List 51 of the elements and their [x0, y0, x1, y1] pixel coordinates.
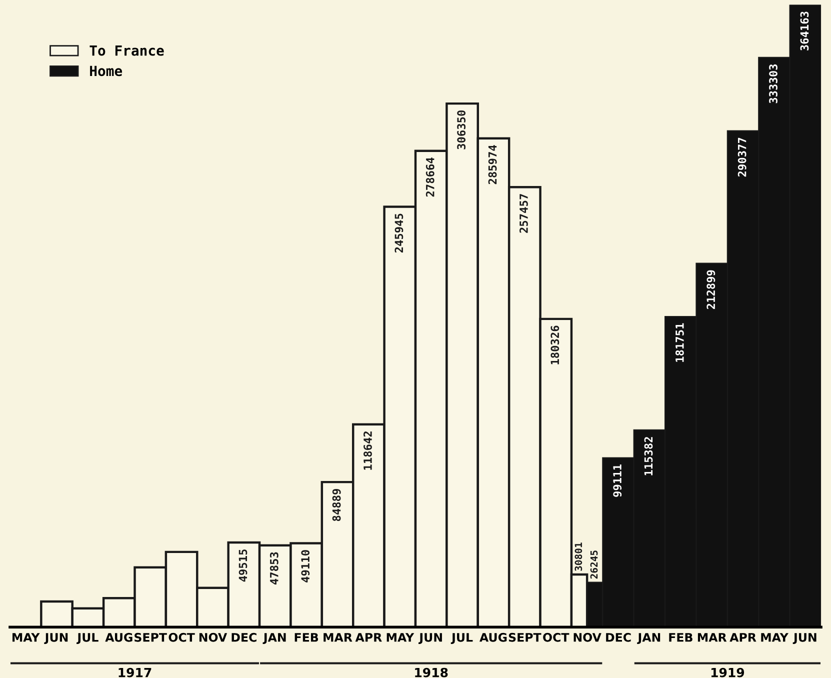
data-label: 181751 [675, 323, 684, 362]
x-tick-label: NOV [574, 632, 602, 642]
x-tick-label: FEB [294, 633, 318, 642]
data-label: 306350 [457, 110, 466, 150]
x-tick-label: AUG [480, 632, 507, 642]
data-label: 245945 [394, 214, 404, 253]
x-tick-label: MAY [12, 633, 40, 642]
data-label: 285974 [488, 145, 497, 184]
x-tick-label: JAN [637, 633, 660, 644]
data-label: 364163 [800, 12, 809, 50]
legend-label: Home [90, 66, 122, 76]
data-label: 49515 [238, 550, 248, 582]
data-label: 84889 [332, 488, 341, 522]
data-label: 180326 [550, 326, 560, 364]
x-tick-label: MAR [324, 633, 352, 642]
x-tick-label: JUL [450, 633, 473, 644]
x-tick-label: JUN [44, 633, 68, 644]
data-label: 212899 [706, 270, 716, 310]
x-tick-label: DEC [606, 632, 631, 642]
data-label: 49110 [301, 550, 310, 582]
x-tick-label: MAY [761, 633, 788, 642]
x-tick-label: JUL [76, 633, 98, 644]
x-tick-label: NOV [199, 632, 228, 642]
data-label: 278664 [426, 158, 434, 197]
text: 1919 [711, 668, 744, 678]
x-tick-label: OCT [543, 632, 570, 642]
data-label: 30801 [574, 542, 582, 571]
x-tick-label: SEPT [508, 632, 542, 642]
x-tick-label: JAN [262, 633, 286, 644]
data-label: 99111 [613, 464, 622, 497]
text: 1918 [415, 668, 448, 678]
data-label: 26245 [590, 550, 598, 579]
data-label: 115382 [644, 437, 653, 476]
legend-label: To France [90, 45, 164, 56]
x-tick-label: SEPT [134, 632, 167, 642]
text: 1917 [118, 668, 152, 678]
data-label: 47853 [270, 552, 278, 584]
x-tick-label: MAY [386, 633, 414, 642]
x-tick-label: MAR [698, 633, 727, 642]
x-tick-label: APR [355, 633, 382, 642]
data-label: 333303 [769, 64, 778, 104]
data-label: 257457 [520, 194, 528, 233]
x-tick-label: OCT [168, 632, 195, 642]
x-tick-label: AUG [105, 632, 132, 642]
x-tick-label: JUN [792, 633, 816, 644]
x-tick-label: FEB [669, 633, 692, 642]
x-tick-label: JUN [418, 633, 442, 644]
x-tick-label: DEC [232, 632, 256, 642]
data-label: 290377 [738, 138, 746, 177]
data-label: 118642 [364, 432, 372, 470]
x-tick-label: APR [730, 633, 756, 642]
